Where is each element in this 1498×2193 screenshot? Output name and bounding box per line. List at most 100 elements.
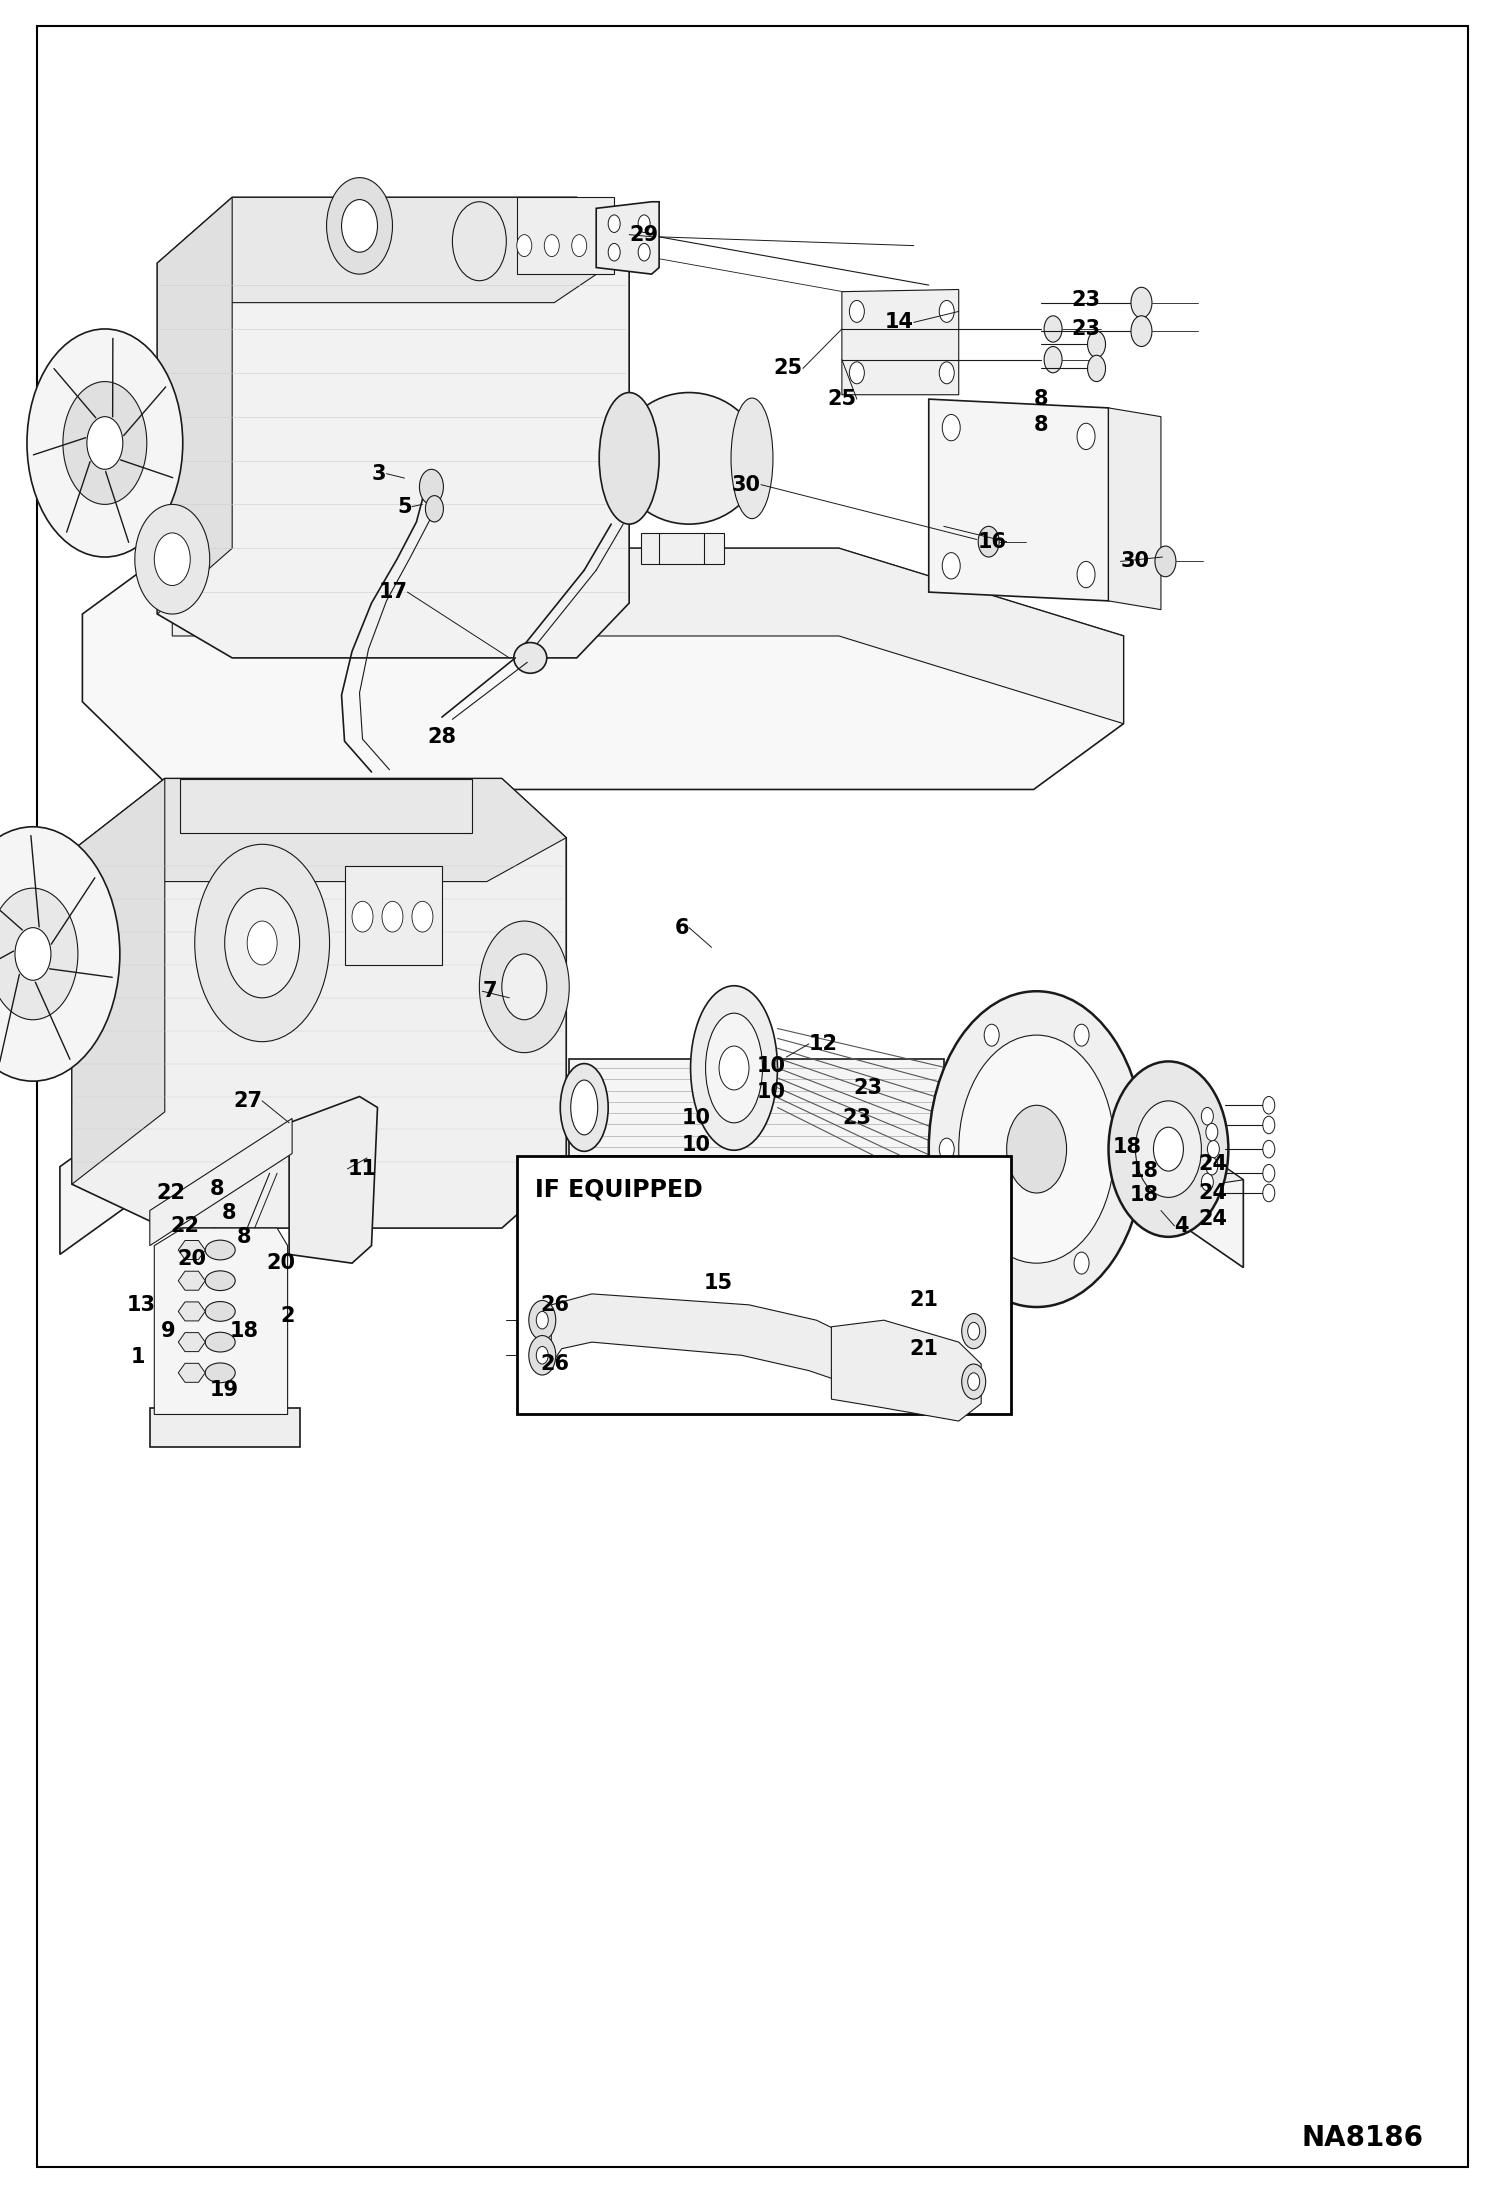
Circle shape (1044, 316, 1062, 342)
Bar (150, 1408, 300, 1447)
Polygon shape (929, 399, 1109, 601)
Text: 22: 22 (171, 1215, 199, 1237)
Circle shape (452, 202, 506, 281)
Text: 3: 3 (372, 463, 386, 485)
Circle shape (1201, 1107, 1213, 1125)
Ellipse shape (205, 1331, 235, 1351)
Text: 11: 11 (348, 1158, 376, 1180)
Text: 23: 23 (767, 1195, 795, 1217)
Circle shape (1077, 423, 1095, 450)
Ellipse shape (205, 1362, 235, 1384)
Text: 30: 30 (1121, 550, 1149, 572)
Circle shape (1119, 1138, 1134, 1160)
Circle shape (1153, 1127, 1183, 1171)
Text: 8: 8 (1034, 388, 1049, 410)
Text: 10: 10 (756, 1055, 785, 1077)
Text: 21: 21 (909, 1338, 938, 1360)
Circle shape (572, 235, 587, 257)
Polygon shape (72, 779, 165, 1184)
Text: 14: 14 (885, 311, 914, 333)
Circle shape (1207, 1140, 1219, 1158)
Circle shape (849, 300, 864, 322)
Circle shape (1007, 1105, 1067, 1193)
Text: 18: 18 (1129, 1184, 1158, 1206)
Text: 23: 23 (854, 1077, 882, 1099)
Circle shape (978, 526, 999, 557)
Circle shape (536, 1347, 548, 1364)
Circle shape (1135, 1101, 1201, 1197)
Text: 24: 24 (1198, 1208, 1227, 1230)
Circle shape (412, 901, 433, 932)
Text: 27: 27 (234, 1090, 262, 1112)
Text: 9: 9 (160, 1320, 175, 1342)
Polygon shape (842, 289, 959, 395)
Circle shape (15, 928, 51, 980)
Text: 18: 18 (229, 1320, 258, 1342)
Circle shape (849, 362, 864, 384)
Polygon shape (289, 1096, 377, 1263)
Circle shape (1074, 1024, 1089, 1046)
Text: 8: 8 (210, 1178, 225, 1200)
Text: 16: 16 (978, 531, 1007, 553)
Circle shape (1206, 1123, 1218, 1140)
Circle shape (942, 414, 960, 441)
Text: 18: 18 (1113, 1136, 1141, 1158)
Circle shape (1109, 1061, 1228, 1237)
Polygon shape (178, 1303, 205, 1320)
Text: 30: 30 (733, 474, 761, 496)
Text: 7: 7 (482, 980, 497, 1002)
Text: 23: 23 (1071, 289, 1100, 311)
Circle shape (638, 215, 650, 232)
Polygon shape (157, 197, 629, 658)
Circle shape (1088, 355, 1106, 382)
Bar (641, 533, 724, 564)
Ellipse shape (205, 1241, 235, 1259)
Circle shape (479, 921, 569, 1053)
Polygon shape (178, 1333, 205, 1351)
Ellipse shape (514, 643, 547, 673)
Polygon shape (72, 779, 566, 1228)
Polygon shape (142, 1107, 1243, 1195)
Text: 19: 19 (210, 1379, 238, 1401)
Circle shape (529, 1336, 556, 1375)
Text: 15: 15 (704, 1272, 733, 1294)
Text: 10: 10 (682, 1107, 710, 1129)
Circle shape (962, 1364, 986, 1399)
Text: 10: 10 (756, 1081, 785, 1103)
Circle shape (1044, 346, 1062, 373)
Polygon shape (154, 1228, 288, 1414)
Circle shape (608, 215, 620, 232)
Circle shape (719, 1046, 749, 1090)
Ellipse shape (706, 1013, 762, 1123)
Circle shape (529, 1300, 556, 1340)
Polygon shape (82, 548, 1124, 789)
Polygon shape (60, 1107, 1243, 1268)
Text: 20: 20 (178, 1248, 207, 1270)
Text: 18: 18 (1129, 1160, 1158, 1182)
Bar (180, 779, 472, 833)
Circle shape (1074, 1252, 1089, 1274)
Circle shape (502, 954, 547, 1020)
Ellipse shape (731, 399, 773, 518)
Text: 4: 4 (1174, 1215, 1189, 1237)
Text: 23: 23 (767, 1164, 795, 1186)
Circle shape (87, 417, 123, 469)
Circle shape (342, 200, 377, 252)
Text: 8: 8 (1034, 414, 1049, 436)
Circle shape (984, 1252, 999, 1274)
Text: 8: 8 (222, 1202, 237, 1224)
Circle shape (327, 178, 392, 274)
Circle shape (939, 300, 954, 322)
Circle shape (0, 827, 120, 1081)
Circle shape (27, 329, 183, 557)
Circle shape (544, 235, 559, 257)
Text: 22: 22 (157, 1182, 186, 1204)
Circle shape (962, 1314, 986, 1349)
Polygon shape (1109, 408, 1161, 610)
Text: 24: 24 (1198, 1182, 1227, 1204)
Polygon shape (157, 197, 629, 303)
Circle shape (942, 553, 960, 579)
Text: 26: 26 (541, 1294, 569, 1316)
Circle shape (154, 533, 190, 586)
Circle shape (135, 504, 210, 614)
